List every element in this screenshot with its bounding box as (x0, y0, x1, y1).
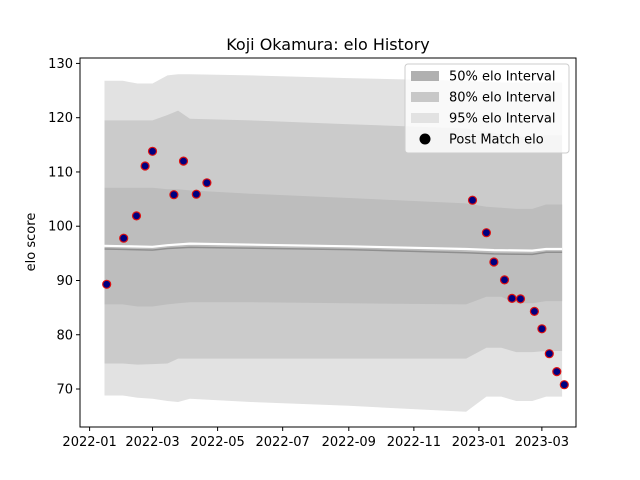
post-match-point (467, 195, 478, 205)
post-match-point (481, 228, 491, 238)
post-match-point (507, 293, 517, 303)
post-match-point (559, 380, 569, 390)
y-tick-label: 110 (48, 165, 73, 180)
x-tick-label: 2022-05 (190, 435, 244, 450)
axes-frame (79, 57, 577, 428)
x-tick-label: 2022-03 (125, 435, 179, 450)
legend-swatch (411, 92, 439, 102)
post-match-point (119, 233, 129, 243)
post-match-point (191, 189, 201, 199)
y-tick-label: 120 (48, 111, 73, 126)
x-tick-label: 2022-09 (322, 435, 376, 450)
y-tick-label: 90 (56, 274, 73, 289)
x-tick-label: 2023-03 (515, 435, 569, 450)
legend-marker (419, 133, 431, 145)
post-match-point (140, 161, 150, 171)
y-tick-label: 130 (48, 57, 73, 72)
legend-label: 80% elo Interval (449, 91, 556, 106)
elo-line-2 (104, 246, 563, 256)
post-match-point (544, 349, 554, 359)
post-match-point (178, 156, 189, 166)
plot-area (102, 74, 569, 412)
post-match-point (131, 211, 142, 221)
post-match-point (169, 190, 179, 200)
y-axis-label: elo score (24, 213, 39, 272)
x-tick-label: 2023-01 (452, 435, 506, 450)
y-tick-label: 100 (48, 220, 73, 235)
post-match-point (529, 306, 540, 316)
post-match-point (537, 324, 547, 334)
elo-line-1 (104, 242, 563, 252)
post-match-point (489, 257, 499, 267)
x-tick-label: 2022-11 (387, 435, 441, 450)
post-match-point (147, 146, 158, 156)
legend-label: 50% elo Interval (449, 70, 556, 85)
post-match-point (499, 275, 510, 285)
legend-label: 95% elo Interval (449, 112, 556, 127)
chart-title: Koji Okamura: elo History (226, 35, 430, 54)
y-tick-label: 80 (56, 328, 73, 343)
post-match-point (515, 294, 526, 304)
legend-box (404, 63, 570, 154)
x-axis: 2022-01 2022-03 2022-05 2022-07 2022-09 2022-… (62, 427, 569, 450)
legend: 50% elo Interval 80% elo Interval 95% elo … (404, 63, 570, 154)
y-axis: 70 80 90 100 110 120 130 (48, 57, 80, 398)
x-tick-label: 2022-07 (256, 435, 310, 450)
legend-label: Post Match elo (449, 133, 544, 148)
post-match-point (202, 178, 212, 188)
legend-swatch (411, 113, 439, 123)
post-match-point (552, 367, 562, 377)
y-tick-label: 70 (56, 383, 73, 398)
legend-swatch (411, 71, 439, 81)
post-match-point (102, 279, 112, 289)
x-tick-label: 2022-01 (62, 435, 116, 450)
